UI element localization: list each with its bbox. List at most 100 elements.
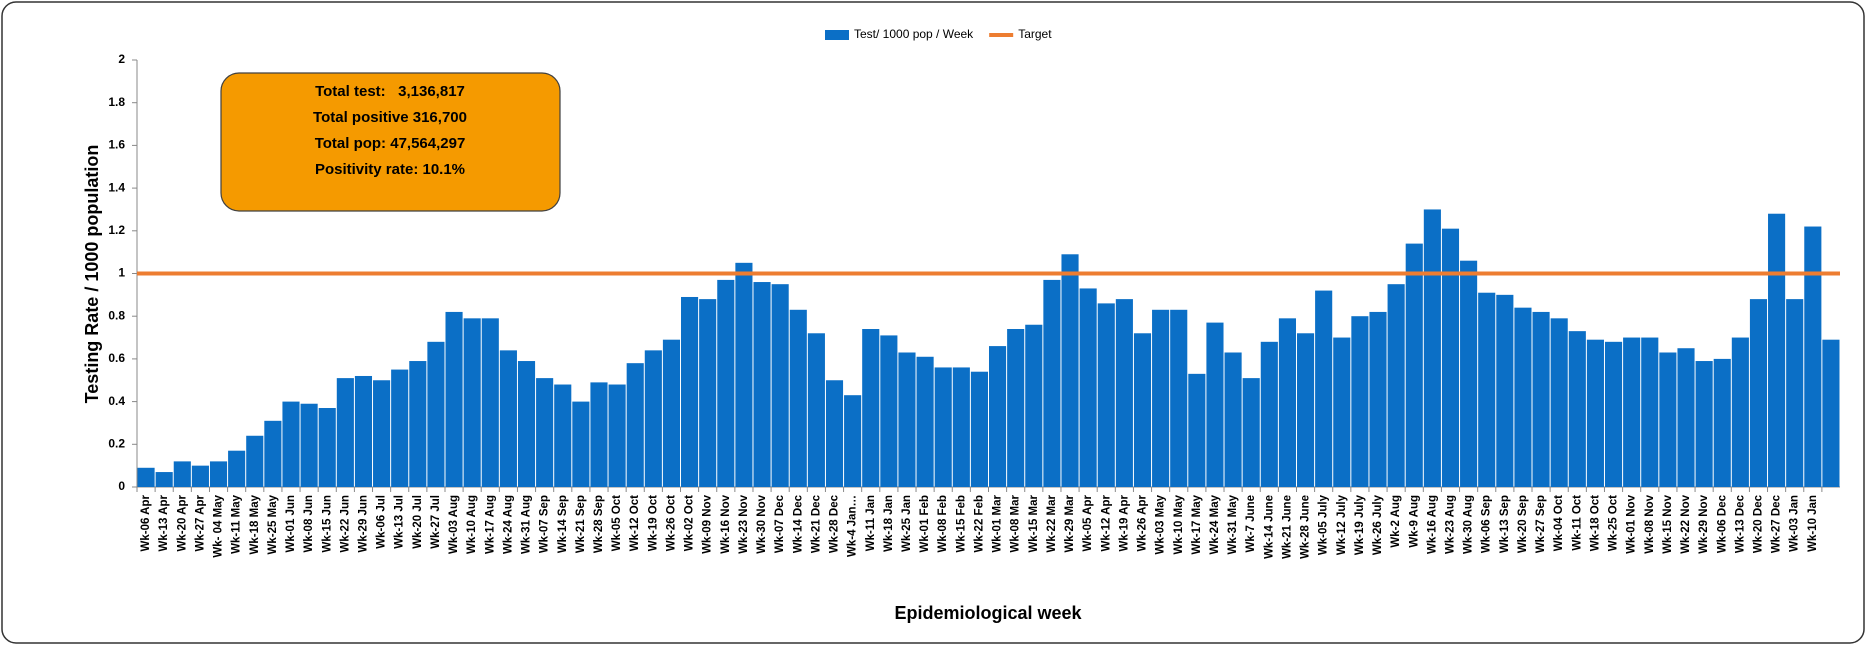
bar [1333, 337, 1351, 487]
x-tick-label: Wk-29 Nov [1698, 494, 1710, 553]
bar [1822, 339, 1840, 487]
x-tick-label: Wk-01 Feb [919, 495, 931, 553]
x-tick-label: Wk-07 Sep [539, 495, 551, 553]
bar [536, 378, 554, 487]
bar [1061, 254, 1079, 487]
annotation-text: Positivity rate: 10.1% [315, 161, 465, 178]
bar [989, 346, 1007, 487]
x-tick-label: Wk-25 Oct [1608, 495, 1620, 551]
annotation-text: Total test: 3,136,817 [315, 83, 465, 100]
bar [807, 333, 825, 487]
bar [209, 461, 228, 487]
bar [445, 311, 463, 487]
bar [753, 282, 771, 487]
x-tick-label: Wk-22 Feb [973, 495, 985, 553]
bar [1242, 378, 1260, 487]
bar [499, 350, 517, 487]
bar [1405, 243, 1423, 487]
x-tick-label: Wk-22 Jun [339, 495, 351, 553]
x-tick-label: Wk-03 May [1155, 494, 1167, 554]
bar [626, 363, 644, 487]
x-tick-label: Wk-16 Aug [1426, 495, 1438, 554]
bar [1768, 213, 1786, 487]
x-tick-label: Wk-04 Oct [1553, 495, 1565, 551]
bar [391, 369, 409, 487]
bar [934, 367, 952, 487]
bar [970, 371, 988, 487]
x-tick-label: Wk- 04 May [213, 494, 225, 557]
x-tick-label: Wk-27 Sep [1535, 495, 1547, 553]
bar [1478, 292, 1496, 487]
bar [1007, 329, 1025, 487]
x-tick-label: Wk-05 Oct [611, 495, 623, 551]
bar [1423, 209, 1441, 487]
x-tick-label: Wk-13 Dec [1734, 494, 1746, 553]
y-tick-label: 1.6 [108, 138, 125, 152]
x-tick-label: Wk-22 Mar [1046, 494, 1058, 552]
x-tick-label: Wk-08 Nov [1644, 494, 1656, 553]
x-tick-label: Wk-10 May [1173, 494, 1185, 554]
x-tick-label: Wk-11 May [231, 494, 243, 553]
y-tick-label: 1.2 [108, 223, 125, 237]
bar [1695, 361, 1713, 487]
x-tick-label: Wk-25 Jan [901, 495, 913, 552]
x-tick-label: Wk-03 Jan [1789, 495, 1801, 552]
bar [373, 380, 391, 487]
x-tick-label: Wk-14 Dec [792, 494, 804, 553]
x-tick-label: Wk-23 Nov [738, 494, 750, 553]
bar [1568, 331, 1586, 487]
x-tick-label: Wk-30 Nov [756, 494, 768, 553]
bar [1623, 337, 1641, 487]
y-tick-label: 1.8 [108, 95, 125, 109]
bar [1315, 290, 1333, 487]
bar [481, 318, 499, 487]
bar [1786, 299, 1804, 487]
x-tick-label: Wk-21 Sep [575, 495, 587, 553]
x-tick-label: Wk-06 Jul [376, 495, 388, 549]
bar [1659, 352, 1677, 487]
y-tick-label: 0.2 [108, 436, 125, 450]
bar [1550, 318, 1568, 487]
bar [952, 367, 970, 487]
x-tick-label: Wk-06 Apr [140, 494, 152, 551]
x-tick-label: Wk-20 Jul [412, 495, 424, 549]
bar [1296, 333, 1315, 487]
bar [1532, 311, 1550, 487]
x-tick-label: Wk-13 Sep [1499, 495, 1511, 553]
y-axis-title: Testing Rate / 1000 population [82, 145, 102, 404]
x-tick-label: Wk-05 July [1318, 494, 1330, 555]
bar [264, 420, 282, 487]
legend-label: Test/ 1000 pop / Week [854, 27, 974, 41]
bar [862, 329, 880, 487]
x-tick-label: Wk-13 Apr [158, 494, 170, 551]
bar [1731, 337, 1749, 487]
bar [1115, 299, 1133, 487]
bar [318, 408, 336, 487]
bar [300, 403, 318, 487]
bar [1514, 307, 1532, 487]
bar [880, 335, 898, 487]
bar [137, 467, 155, 487]
bar [644, 350, 662, 487]
bar [1441, 228, 1460, 488]
x-tick-label: Wk-28 Sep [593, 495, 605, 553]
bar [1369, 311, 1387, 487]
bar [1170, 309, 1188, 487]
x-tick-label: Wk-28 Dec [829, 494, 841, 553]
bar [789, 309, 807, 487]
x-tick-label: Wk-19 July [1354, 494, 1366, 555]
bar [735, 262, 753, 487]
bar [427, 341, 445, 487]
legend-swatch [825, 30, 849, 40]
bar [1224, 352, 1242, 487]
x-tick-label: Wk-21 June [1281, 495, 1293, 559]
bar [336, 378, 354, 487]
x-tick-label: Wk-14 Sep [557, 495, 569, 553]
bar [517, 361, 536, 487]
y-tick-label: 0.6 [108, 351, 125, 365]
annotation-text: Total positive 316,700 [313, 109, 467, 126]
x-tick-label: Wk-26 Apr [1137, 494, 1149, 551]
x-tick-label: Wk-27 Dec [1771, 494, 1783, 553]
bar [771, 284, 789, 487]
